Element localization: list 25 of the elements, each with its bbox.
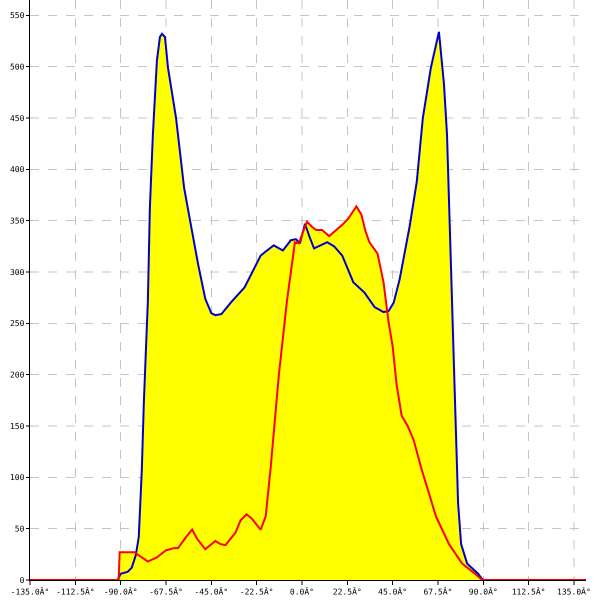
x-tick-label: 112.5Â°: [512, 586, 546, 597]
y-tick-label: 100: [10, 473, 25, 482]
y-tick-label: 250: [10, 319, 25, 328]
x-tick-label: -45.0Â°: [194, 586, 228, 597]
y-tick-label: 550: [10, 11, 25, 20]
x-tick-label: 45.0Â°: [378, 586, 408, 597]
y-tick-label: 400: [10, 165, 25, 174]
y-tick-label: 200: [10, 370, 25, 380]
x-tick-label: -112.5Â°: [56, 586, 95, 597]
x-tick-label: -22.5Â°: [240, 586, 274, 597]
x-tick-label: -90.0Â°: [104, 586, 138, 597]
x-tick-label: 22.5Â°: [332, 586, 362, 597]
y-tick-label: 150: [10, 422, 25, 431]
y-tick-label: 350: [10, 216, 25, 226]
x-tick-label: -67.5Â°: [149, 586, 183, 597]
y-tick-label: 300: [10, 268, 25, 277]
y-tick-label: 0: [20, 576, 25, 585]
x-tick-label: -135.0Â°: [10, 586, 50, 597]
x-tick-label: 135.0Â°: [557, 586, 591, 597]
x-tick-label: 90.0Â°: [468, 586, 498, 597]
y-tick-label: 500: [10, 62, 25, 72]
x-tick-label: 0.0Â°: [290, 586, 314, 597]
y-tick-label: 450: [10, 114, 25, 123]
x-tick-label: 67.5Â°: [423, 586, 452, 597]
y-tick-label: 50: [14, 524, 25, 534]
